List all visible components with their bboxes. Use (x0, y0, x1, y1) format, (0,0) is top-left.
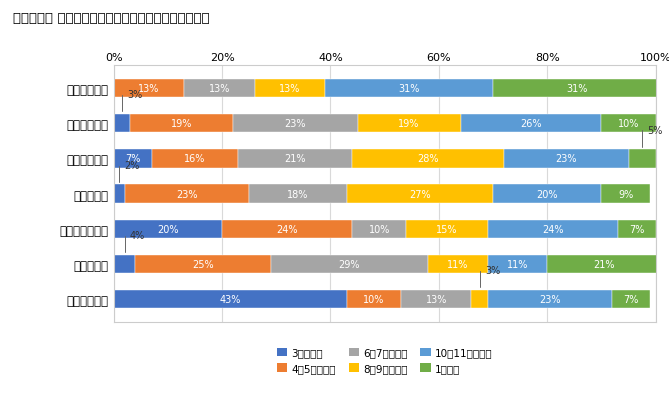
Text: 13%: 13% (138, 84, 160, 94)
Text: 16%: 16% (185, 154, 205, 164)
Bar (255, 80, 325, 98)
Text: 13%: 13% (209, 84, 230, 94)
Bar (612, 290, 650, 309)
Text: 20%: 20% (157, 224, 179, 234)
Text: 11%: 11% (447, 259, 468, 269)
Text: 19%: 19% (398, 119, 419, 129)
Text: 27%: 27% (409, 189, 431, 199)
Text: 7%: 7% (125, 154, 140, 164)
Text: 11%: 11% (506, 259, 528, 269)
Text: 23%: 23% (176, 189, 197, 199)
Text: 3%: 3% (480, 266, 500, 287)
Text: 3%: 3% (122, 90, 142, 112)
Text: 20%: 20% (537, 189, 558, 199)
Text: 23%: 23% (284, 119, 306, 129)
Text: 15%: 15% (436, 224, 458, 234)
Bar (460, 115, 601, 133)
Bar (271, 255, 428, 273)
Bar (472, 290, 488, 309)
Bar (504, 150, 629, 168)
Bar (352, 220, 406, 238)
Bar (249, 185, 347, 203)
Text: 13%: 13% (279, 84, 300, 94)
Bar (617, 220, 656, 238)
Bar (114, 185, 124, 203)
Text: 26%: 26% (520, 119, 542, 129)
Text: 28%: 28% (417, 154, 439, 164)
Bar (488, 255, 547, 273)
Bar (114, 115, 130, 133)
Text: 2%: 2% (119, 160, 140, 182)
Text: 24%: 24% (542, 224, 563, 234)
Text: 31%: 31% (398, 84, 419, 94)
Bar (629, 150, 656, 168)
Text: 21%: 21% (284, 154, 306, 164)
Bar (488, 220, 617, 238)
Bar (114, 220, 222, 238)
Bar (114, 150, 152, 168)
Bar (130, 115, 233, 133)
Bar (135, 255, 271, 273)
Bar (238, 150, 352, 168)
Text: 10%: 10% (369, 224, 390, 234)
Text: 43%: 43% (219, 294, 241, 304)
Bar (152, 150, 238, 168)
Bar (325, 80, 493, 98)
Text: 23%: 23% (555, 154, 577, 164)
Bar (488, 290, 612, 309)
Bar (222, 220, 352, 238)
Bar (357, 115, 460, 133)
Text: 10%: 10% (363, 294, 385, 304)
Bar (114, 255, 135, 273)
Bar (601, 115, 656, 133)
Bar (347, 185, 493, 203)
Bar (401, 290, 472, 309)
Text: 10%: 10% (618, 119, 639, 129)
Bar (493, 185, 601, 203)
Bar (347, 290, 401, 309)
Bar (601, 185, 650, 203)
Legend: 3カ月以内, 4～5カ月程度, 6～7カ月程度, 8～9カ月程度, 10～11カ月程度, 1年以上: 3カ月以内, 4～5カ月程度, 6～7カ月程度, 8～9カ月程度, 10～11カ… (277, 348, 492, 373)
Text: ［図表８］ 就職活動に要した期間（大学グループ別）: ［図表８］ 就職活動に要した期間（大学グループ別） (13, 12, 210, 25)
Text: 21%: 21% (593, 259, 615, 269)
Text: 7%: 7% (629, 224, 644, 234)
Text: 18%: 18% (287, 189, 308, 199)
Text: 19%: 19% (171, 119, 192, 129)
Text: 24%: 24% (276, 224, 298, 234)
Text: 13%: 13% (425, 294, 447, 304)
Bar (547, 255, 661, 273)
Text: 31%: 31% (567, 84, 588, 94)
Text: 5%: 5% (642, 125, 663, 147)
Bar (114, 290, 347, 309)
Bar (124, 185, 249, 203)
Bar (233, 115, 358, 133)
Text: 4%: 4% (124, 230, 145, 252)
Text: 29%: 29% (339, 259, 360, 269)
Text: 23%: 23% (539, 294, 561, 304)
Bar (114, 80, 184, 98)
Bar (352, 150, 504, 168)
Bar (184, 80, 255, 98)
Text: 9%: 9% (618, 189, 634, 199)
Bar (406, 220, 488, 238)
Text: 25%: 25% (192, 259, 214, 269)
Bar (428, 255, 488, 273)
Bar (493, 80, 661, 98)
Text: 7%: 7% (624, 294, 639, 304)
